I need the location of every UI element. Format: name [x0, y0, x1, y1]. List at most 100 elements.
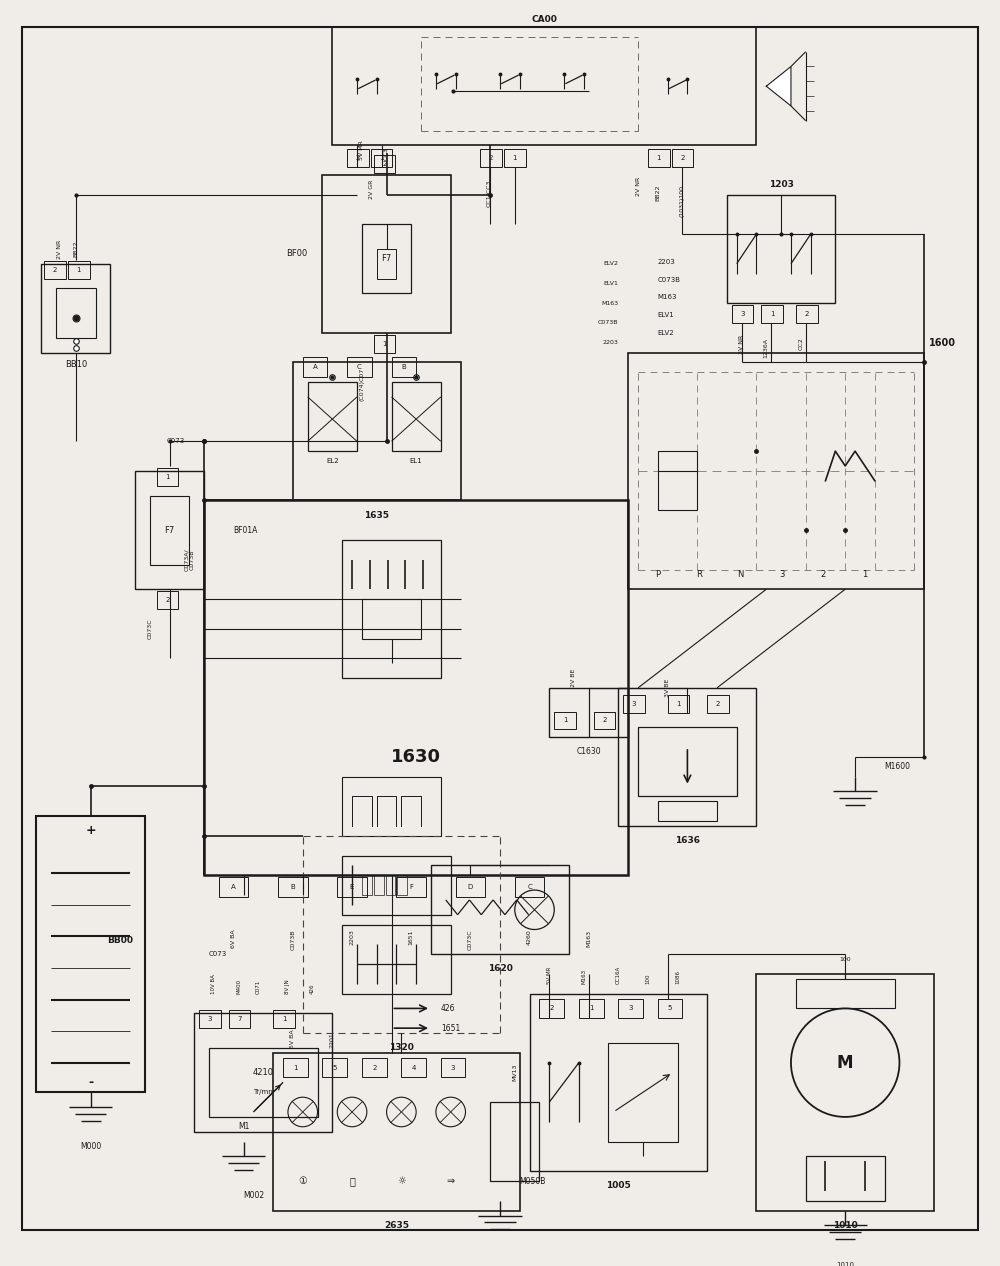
Bar	[539, 999, 564, 1018]
Text: C: C	[357, 365, 362, 371]
Text: 4210: 4210	[253, 1069, 274, 1077]
Bar	[392, 357, 416, 377]
Text: EL2: EL2	[326, 458, 339, 465]
Bar	[273, 1053, 520, 1210]
Bar	[480, 149, 502, 167]
Text: 1651: 1651	[441, 1024, 460, 1033]
Text: BB22: BB22	[655, 185, 660, 201]
Text: 100: 100	[839, 957, 851, 962]
Bar	[638, 727, 737, 796]
Bar	[386, 875, 395, 895]
Text: 100: 100	[645, 974, 650, 984]
Text: E: E	[350, 884, 354, 890]
Bar	[41, 263, 110, 352]
Bar	[362, 875, 372, 895]
Text: CC2: CC2	[798, 338, 803, 351]
Text: 1: 1	[77, 267, 81, 272]
Text: CA00: CA00	[531, 15, 557, 24]
Text: C: C	[527, 884, 532, 890]
Text: 1236A: 1236A	[764, 338, 769, 358]
Text: (1031)100: (1031)100	[680, 185, 685, 216]
Bar	[796, 979, 895, 1009]
Bar	[761, 305, 783, 323]
Bar	[342, 539, 441, 679]
Bar	[707, 695, 729, 713]
Text: CC3: CC3	[384, 147, 389, 161]
Bar	[283, 1057, 308, 1077]
Text: M000: M000	[80, 1142, 101, 1151]
Text: 3: 3	[740, 311, 745, 316]
Text: 1636: 1636	[675, 837, 700, 846]
Text: 2: 2	[165, 598, 170, 603]
Text: 3: 3	[632, 700, 636, 706]
Text: Tr/mn: Tr/mn	[253, 1089, 273, 1095]
Bar	[273, 1010, 295, 1028]
Text: N: N	[737, 570, 744, 579]
Text: 3: 3	[628, 1005, 633, 1012]
Text: 1: 1	[382, 341, 387, 347]
Bar	[157, 468, 178, 486]
Text: 1: 1	[862, 570, 868, 579]
Bar	[36, 817, 145, 1093]
Bar	[594, 711, 615, 729]
Bar	[504, 149, 526, 167]
Text: M050B: M050B	[520, 1176, 546, 1185]
Text: 1: 1	[165, 473, 170, 480]
Bar	[362, 1057, 387, 1077]
Text: 2: 2	[372, 1065, 376, 1071]
Text: 426: 426	[441, 1004, 455, 1013]
Text: C073C: C073C	[147, 619, 152, 639]
Text: 1: 1	[293, 1065, 298, 1071]
Text: 2: 2	[382, 161, 387, 167]
Text: 1630: 1630	[391, 748, 441, 766]
Text: C1630: C1630	[576, 747, 601, 757]
Bar	[806, 1156, 885, 1200]
Text: 1010: 1010	[836, 1262, 854, 1266]
Text: 4: 4	[412, 1065, 416, 1071]
Text: M: M	[837, 1053, 853, 1071]
Text: C073B: C073B	[658, 276, 681, 282]
Text: BB10: BB10	[65, 360, 87, 368]
Bar	[377, 249, 396, 279]
Text: ELV1: ELV1	[658, 311, 675, 318]
Bar	[362, 224, 411, 294]
Bar	[628, 352, 924, 589]
Text: 10V BA: 10V BA	[211, 974, 216, 994]
Bar	[56, 289, 96, 338]
Bar	[530, 994, 707, 1171]
Text: 1005: 1005	[606, 1181, 631, 1190]
Text: 2203: 2203	[602, 341, 618, 346]
Bar	[658, 999, 682, 1018]
Bar	[672, 149, 693, 167]
Text: ELV1: ELV1	[603, 281, 618, 286]
Bar	[431, 866, 569, 955]
Bar	[374, 875, 384, 895]
Text: ELV2: ELV2	[658, 329, 674, 335]
Text: C073B: C073B	[598, 320, 618, 325]
Text: 1: 1	[513, 156, 517, 161]
Polygon shape	[766, 67, 791, 106]
Text: 2: 2	[602, 718, 607, 723]
Text: C073: C073	[166, 438, 184, 444]
Text: M163: M163	[601, 301, 618, 305]
Bar	[150, 495, 189, 565]
Bar	[44, 261, 66, 279]
Bar	[397, 875, 407, 895]
Text: 2: 2	[716, 700, 720, 706]
Bar	[456, 877, 485, 898]
Text: 3: 3	[779, 570, 785, 579]
Bar	[229, 1010, 250, 1028]
Bar	[374, 156, 395, 173]
Bar	[293, 362, 461, 500]
Bar	[618, 687, 756, 825]
Bar	[727, 195, 835, 303]
Text: 426: 426	[310, 984, 315, 994]
Text: M163: M163	[581, 968, 586, 984]
Text: 5: 5	[668, 1005, 672, 1012]
Text: B: B	[290, 884, 295, 890]
Text: +: +	[85, 824, 96, 837]
Bar	[668, 695, 689, 713]
Text: 4260: 4260	[527, 929, 532, 946]
Text: 7: 7	[237, 1017, 242, 1022]
Text: ⇒: ⇒	[447, 1176, 455, 1186]
